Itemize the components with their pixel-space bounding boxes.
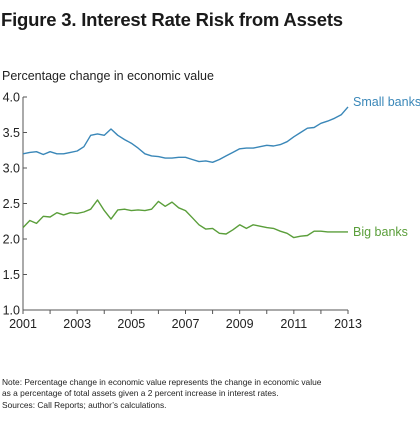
y-tick-label: 1.0 (3, 304, 20, 318)
x-tick-label: 2013 (334, 317, 362, 331)
series-labels: Small banks Big banks (353, 95, 420, 239)
series-lines (22, 106, 349, 239)
sources-line: Sources: Call Reports; author’s calculat… (2, 399, 167, 410)
series-line-big-banks (22, 199, 348, 239)
x-tick-label: 2005 (117, 317, 145, 331)
x-tick-label: 2007 (172, 317, 200, 331)
chart-note: Note: Percentage change in economic valu… (2, 377, 321, 411)
x-tick-label: 2003 (63, 317, 91, 331)
figure-title: Figure 3. Interest Rate Risk from Assets (1, 9, 343, 30)
x-tick-label: 2001 (9, 317, 37, 331)
y-tick-label: 4.0 (3, 91, 20, 105)
note-line: as a percentage of total assets given a … (2, 388, 279, 399)
y-tick-label: 2.5 (3, 197, 20, 211)
x-tick-label: 2011 (280, 317, 307, 331)
line-chart: 1.0 1.5 2.0 2.5 3.0 3.5 4.0 2001 2003 2005 2007 200… (3, 91, 420, 332)
series-label-small-banks: Small banks (353, 95, 420, 109)
axes: 1.0 1.5 2.0 2.5 3.0 3.5 4.0 2001 2003 2005 2007 200… (3, 91, 362, 332)
x-tick-label: 2009 (226, 317, 254, 331)
y-tick-label: 3.0 (3, 162, 20, 176)
y-tick-label: 2.0 (3, 233, 20, 247)
note-line: Note: Percentage change in economic valu… (2, 377, 322, 387)
series-line-small-banks (22, 106, 349, 164)
y-tick-label: 1.5 (3, 268, 20, 282)
series-label-big-banks: Big banks (353, 225, 408, 239)
y-axis-caption: Percentage change in economic value (2, 69, 214, 83)
y-tick-label: 3.5 (3, 126, 20, 140)
